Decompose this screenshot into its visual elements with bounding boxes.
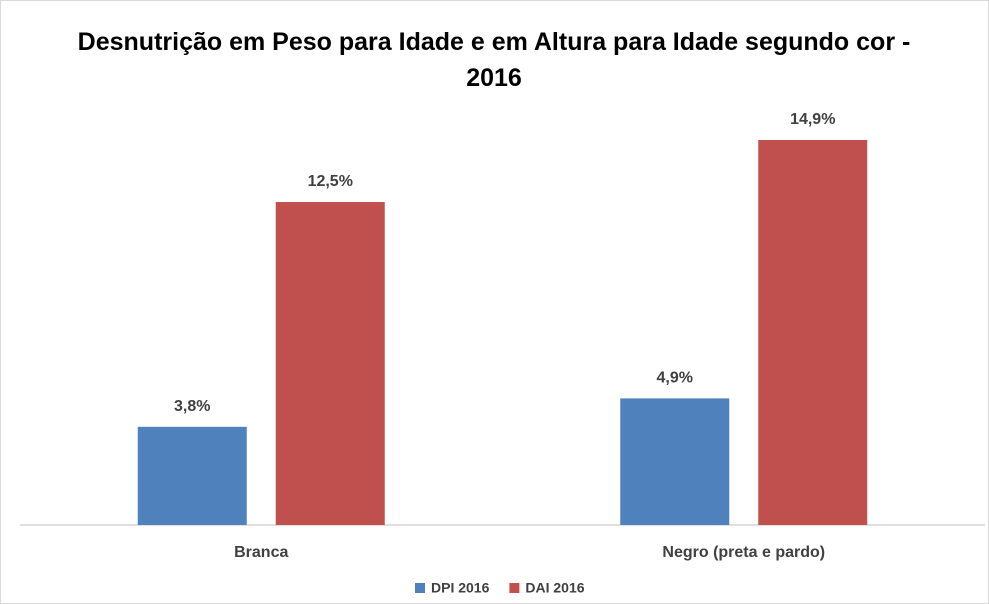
data-label: 12,5%: [308, 173, 353, 190]
bar: [275, 202, 385, 525]
legend-swatch: [509, 583, 520, 593]
bar: [758, 140, 868, 525]
x-tick-label: Negro (preta e pardo): [662, 544, 825, 561]
bar: [137, 426, 247, 525]
legend-label: DAI 2016: [525, 580, 584, 596]
data-label: 14,9%: [790, 111, 835, 128]
x-tick-label: Branca: [234, 544, 288, 561]
bar: [620, 398, 730, 525]
data-label: 3,8%: [174, 398, 210, 415]
data-label: 4,9%: [657, 370, 693, 387]
legend-label: DPI 2016: [431, 580, 490, 596]
chart-title: Desnutrição em Peso para Idade e em Altu…: [77, 28, 911, 92]
legend-swatch: [415, 583, 425, 593]
